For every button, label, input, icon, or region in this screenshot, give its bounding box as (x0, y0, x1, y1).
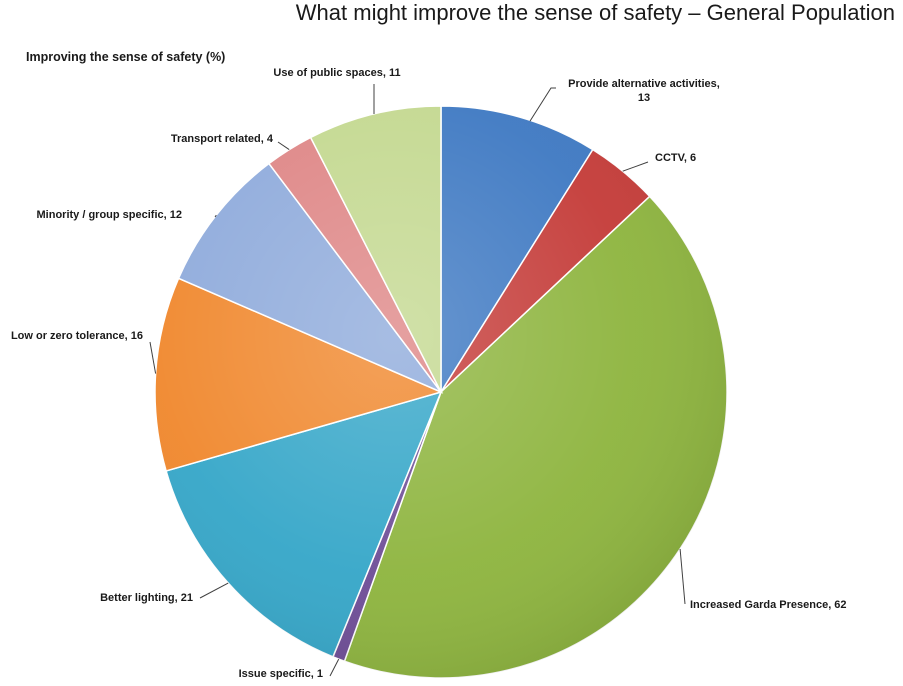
leader-line (149, 341, 157, 374)
page-title: What might improve the sense of safety –… (295, 0, 895, 25)
data-label: Provide alternative activities, 13 (568, 78, 720, 104)
data-label: Use of public spaces, 11 (273, 67, 400, 79)
data-label: Increased Garda Presence, 62 (690, 599, 847, 611)
leader-line (529, 87, 556, 122)
leader-line (329, 658, 340, 677)
chart-subtitle: Improving the sense of safety (%) (26, 50, 226, 64)
leader-line (214, 214, 217, 218)
leader-line (679, 548, 686, 605)
data-label: CCTV, 6 (655, 152, 696, 164)
data-label: Transport related, 4 (171, 133, 274, 145)
leader-line (199, 582, 229, 599)
leader-line (622, 161, 649, 172)
data-label: Better lighting, 21 (100, 592, 193, 604)
leader-line (277, 141, 290, 151)
data-label: Issue specific, 1 (239, 668, 323, 680)
data-label: Low or zero tolerance, 16 (11, 330, 143, 342)
data-label: Minority / group specific, 12 (37, 209, 182, 221)
